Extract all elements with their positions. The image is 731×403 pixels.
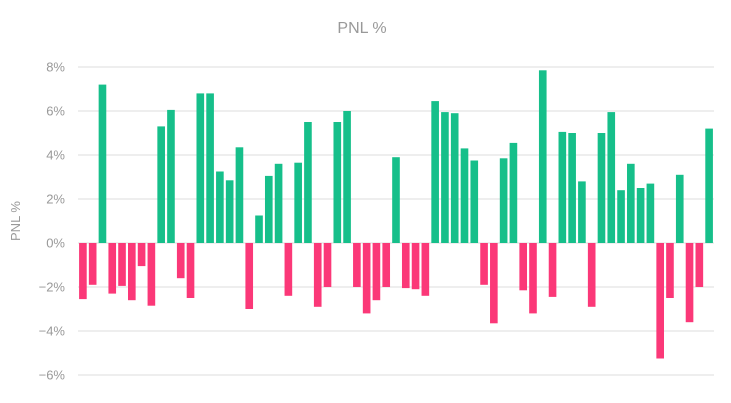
bar-positive: [646, 183, 655, 243]
bar-negative: [88, 243, 97, 285]
bar-positive: [294, 162, 302, 243]
bar-positive: [255, 215, 263, 243]
bar-negative: [401, 243, 410, 289]
bar-negative: [411, 243, 420, 290]
bar-positive: [235, 147, 244, 243]
bar-positive: [98, 84, 107, 243]
bar-positive: [617, 190, 625, 243]
y-tick-label: 6%: [46, 104, 65, 119]
bar-positive: [636, 188, 645, 243]
bar-negative: [79, 243, 87, 300]
bar-negative: [323, 243, 332, 287]
bar-negative: [372, 243, 381, 301]
bar-negative: [147, 243, 156, 306]
y-axis-label: PNL %: [8, 201, 23, 241]
bar-negative: [656, 243, 664, 359]
bar-positive: [431, 101, 439, 243]
y-tick-label: 4%: [46, 148, 65, 163]
bar-negative: [548, 243, 557, 297]
bar-negative: [695, 243, 704, 287]
y-tick-label: −2%: [39, 280, 66, 295]
bar-positive: [597, 133, 606, 243]
y-tick-label: 0%: [46, 236, 65, 251]
bar-positive: [509, 142, 518, 243]
bar-positive: [225, 180, 234, 243]
bar-negative: [245, 243, 254, 309]
bar-negative: [118, 243, 126, 286]
bar-negative: [128, 243, 136, 301]
bar-negative: [382, 243, 391, 287]
bar-negative: [137, 243, 146, 267]
y-tick-label: 8%: [46, 60, 65, 75]
bar-negative: [519, 243, 528, 291]
y-tick-label: 2%: [46, 192, 65, 207]
y-axis-ticks: 8% 6% 4% 2% 0% −2% −4% −6%: [39, 60, 66, 383]
bar-positive: [206, 93, 214, 244]
bar-negative: [362, 243, 371, 314]
bar-negative: [353, 243, 361, 287]
bar-negative: [108, 243, 117, 294]
bar-positive: [441, 112, 449, 243]
bar-positive: [157, 126, 165, 243]
bar-positive: [538, 70, 547, 243]
bar-positive: [216, 171, 224, 243]
bar-negative: [176, 243, 185, 279]
bar-negative: [284, 243, 293, 296]
bars: [79, 70, 713, 359]
y-tick-label: −6%: [39, 368, 66, 383]
bar-positive: [607, 112, 616, 243]
bar-positive: [167, 109, 175, 244]
bar-positive: [558, 131, 567, 243]
bar-positive: [333, 122, 342, 243]
bar-positive: [304, 122, 312, 243]
bar-negative: [421, 243, 430, 296]
bar-positive: [578, 181, 586, 243]
bar-positive: [470, 160, 479, 243]
bar-positive: [705, 128, 713, 243]
bar-negative: [480, 243, 488, 285]
bar-positive: [675, 174, 684, 243]
bar-positive: [196, 93, 205, 244]
bar-negative: [490, 243, 498, 324]
bar-positive: [450, 113, 459, 243]
bar-positive: [499, 158, 508, 243]
bar-positive: [460, 148, 469, 243]
bar-negative: [529, 243, 537, 314]
bar-negative: [186, 243, 195, 298]
bar-positive: [392, 157, 400, 243]
bar-negative: [313, 243, 322, 307]
bar-negative: [685, 243, 694, 323]
bar-positive: [343, 111, 351, 243]
chart-title: PNL %: [337, 20, 386, 37]
bar-positive: [264, 175, 273, 243]
bar-positive: [274, 163, 283, 243]
bar-negative: [666, 243, 674, 298]
bar-positive: [568, 133, 576, 243]
y-tick-label: −4%: [39, 324, 66, 339]
bar-negative: [587, 243, 596, 307]
bar-positive: [627, 163, 635, 243]
